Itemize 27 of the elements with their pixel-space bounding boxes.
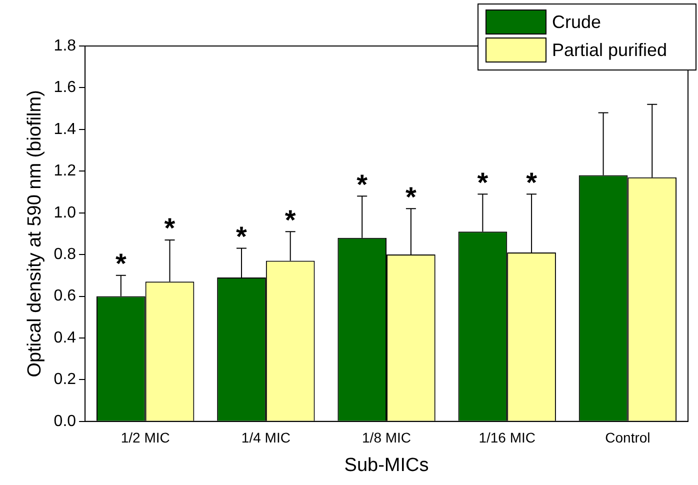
y-tick-label: 0.4 bbox=[54, 329, 76, 346]
x-tick-label: Control bbox=[605, 430, 650, 446]
x-tick-label: 1/16 MIC bbox=[478, 430, 536, 446]
y-tick-label: 0.6 bbox=[54, 288, 76, 305]
annotation: * bbox=[115, 248, 126, 280]
x-tick-label: 1/4 MIC bbox=[241, 430, 290, 446]
y-tick-label: 1.6 bbox=[54, 79, 76, 96]
y-tick-label: 0.2 bbox=[54, 371, 76, 388]
annotation: * bbox=[405, 181, 416, 212]
y-tick-label: 0.8 bbox=[54, 246, 76, 263]
y-tick-label: 1.2 bbox=[54, 162, 76, 180]
annotation: * bbox=[526, 166, 538, 198]
x-tick-label: 1/8 MIC bbox=[362, 430, 412, 446]
annotation: * bbox=[356, 168, 368, 200]
legend-label: Crude bbox=[552, 12, 602, 32]
y-tick-label: 1.0 bbox=[54, 204, 76, 222]
annotation: * bbox=[477, 166, 488, 198]
x-tick-label: 1/2 MIC bbox=[120, 430, 170, 446]
x-axis-title: Sub-MICs bbox=[344, 454, 429, 476]
y-axis-title: Optical density at 590 nm (biofilm) bbox=[24, 90, 46, 378]
y-tick-label: 0.0 bbox=[54, 412, 76, 430]
annotation: * bbox=[164, 212, 176, 244]
annotation: * bbox=[284, 204, 296, 236]
legend-label: Partial purified bbox=[552, 40, 668, 60]
y-tick-label: 1.4 bbox=[54, 120, 76, 138]
y-tick-label: 1.8 bbox=[54, 37, 76, 54]
annotation: * bbox=[236, 221, 248, 252]
